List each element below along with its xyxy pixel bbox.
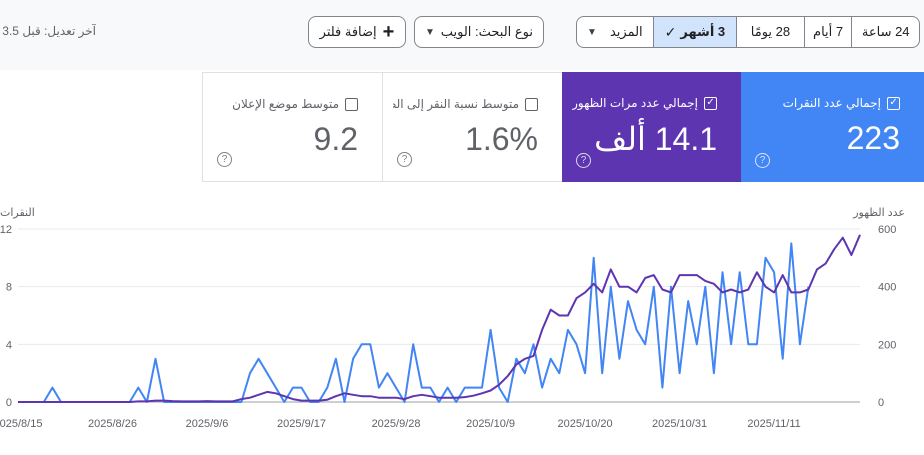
range-more-dropdown[interactable]: المزيد ▼ — [577, 17, 653, 47]
right-tick-label: 200 — [878, 339, 896, 351]
caret-down-icon: ▼ — [425, 26, 435, 38]
range-3m[interactable]: 3 أشهر ✓ — [652, 17, 737, 47]
right-tick-label: 0 — [878, 397, 884, 409]
metric-card-clicks[interactable]: ✓ إجمالي عدد النقرات 223 ? — [741, 72, 924, 182]
search-type-label: نوع البحث: الويب — [440, 24, 533, 39]
range-3m-label: 3 أشهر — [680, 24, 726, 39]
range-more-label: المزيد — [609, 24, 643, 39]
checkbox-unchecked-icon[interactable] — [525, 97, 538, 111]
x-tick-label: 2025/9/28 — [372, 418, 421, 430]
metric-impressions-label: إجمالي عدد مرات الظهور — [572, 96, 698, 110]
right-tick-label: 600 — [878, 224, 896, 236]
range-7d[interactable]: 7 أيام — [803, 17, 852, 47]
add-filter-label: إضافة فلتر — [319, 24, 377, 39]
check-icon: ✓ — [664, 23, 677, 40]
x-tick-label: 2025/11/11 — [747, 418, 800, 430]
help-icon[interactable]: ? — [217, 152, 232, 167]
metric-card-impressions[interactable]: ✓ إجمالي عدد مرات الظهور 14.1 ألف ? — [562, 72, 741, 182]
left-tick-label: 0 — [6, 397, 12, 409]
left-tick-label: 4 — [6, 339, 12, 351]
toolbar: آخر تعديل: قبل 3.5 + إضافة فلتر نوع البح… — [0, 0, 924, 70]
add-filter-button[interactable]: + إضافة فلتر — [308, 16, 406, 48]
plus-icon: + — [382, 21, 395, 43]
left-tick-label: 12 — [0, 224, 12, 236]
range-28d-label: 28 يومًا — [750, 24, 791, 39]
metric-card-position[interactable]: متوسط موضع الإعلان 9.2 ? — [202, 72, 382, 182]
x-tick-label: 2025/8/15 — [0, 418, 42, 430]
metric-impressions-value: 14.1 ألف — [594, 121, 717, 157]
help-icon[interactable]: ? — [576, 153, 591, 168]
metric-impressions-header: ✓ إجمالي عدد مرات الظهور — [572, 96, 717, 110]
x-tick-label: 2025/10/31 — [652, 418, 707, 430]
left-axis-title: النقرات — [0, 207, 35, 219]
range-24h[interactable]: 24 ساعة — [851, 17, 919, 47]
metric-ctr-header: متوسط نسبة النقر إلى الظ... — [393, 97, 538, 111]
metric-clicks-header: ✓ إجمالي عدد النقرات — [751, 96, 900, 110]
help-icon[interactable]: ? — [755, 153, 770, 168]
x-tick-label: 2025/9/6 — [186, 418, 229, 430]
range-24h-label: 24 ساعة — [861, 24, 910, 39]
metric-ctr-value: 1.6% — [465, 121, 538, 157]
metric-position-header: متوسط موضع الإعلان — [213, 97, 358, 111]
right-axis-title: عدد الظهور — [852, 207, 905, 219]
x-tick-label: 2025/10/9 — [466, 418, 515, 430]
performance-chart: النقرات عدد الظهور 0 4 8 12 0 200 400 600 2025/8… — [0, 207, 905, 430]
impressions-series-line — [18, 234, 861, 403]
left-tick-label: 8 — [6, 282, 12, 294]
checkbox-checked-icon[interactable]: ✓ — [887, 96, 900, 110]
x-tick-label: 2025/8/26 — [88, 418, 137, 430]
metric-ctr-label: متوسط نسبة النقر إلى الظ... — [393, 97, 519, 111]
last-update-text: آخر تعديل: قبل 3.5 — [2, 24, 96, 38]
date-range-selector: 24 ساعة 7 أيام 28 يومًا 3 أشهر ✓ المزيد … — [576, 16, 920, 48]
range-7d-label: 7 أيام — [813, 24, 844, 39]
checkbox-unchecked-icon[interactable] — [345, 97, 358, 111]
search-type-dropdown[interactable]: نوع البحث: الويب ▼ — [414, 16, 544, 48]
x-tick-label: 2025/9/17 — [277, 418, 326, 430]
metric-clicks-value: 223 — [846, 120, 900, 156]
x-tick-label: 2025/10/20 — [558, 418, 613, 430]
metric-position-value: 9.2 — [313, 121, 358, 157]
help-icon[interactable]: ? — [397, 152, 412, 167]
metric-clicks-label: إجمالي عدد النقرات — [782, 96, 881, 110]
range-28d[interactable]: 28 يومًا — [736, 17, 804, 47]
metric-card-ctr[interactable]: متوسط نسبة النقر إلى الظ... 1.6% ? — [382, 72, 562, 182]
right-tick-label: 400 — [878, 282, 896, 294]
caret-down-icon: ▼ — [587, 26, 597, 38]
clicks-series-line — [18, 242, 810, 403]
checkbox-checked-icon[interactable]: ✓ — [704, 96, 717, 110]
metric-position-label: متوسط موضع الإعلان — [232, 97, 339, 111]
